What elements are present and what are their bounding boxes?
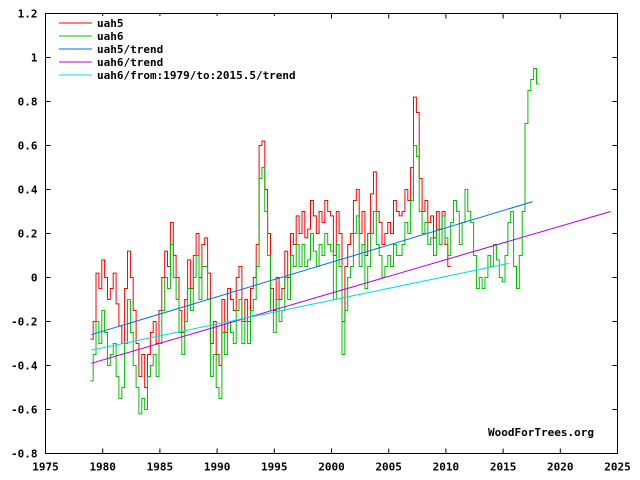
y-tick-label: 0.2 bbox=[18, 228, 38, 241]
legend-label: uah5 bbox=[97, 17, 124, 30]
x-tick-label: 2005 bbox=[375, 461, 402, 474]
series-uah6-from-1979-to-2015-5-trend-line bbox=[91, 262, 509, 351]
x-tick-label: 1985 bbox=[147, 461, 174, 474]
y-tick-label: -0.6 bbox=[11, 404, 38, 417]
y-tick-label: 0 bbox=[31, 272, 38, 285]
y-tick-label: -0.4 bbox=[11, 360, 38, 373]
series-uah6-line bbox=[90, 68, 540, 415]
x-tick-label: 1990 bbox=[204, 461, 231, 474]
legend: uah5uah6uah5/trenduah6/trenduah6/from:19… bbox=[55, 16, 315, 86]
watermark: WoodForTrees.org bbox=[488, 426, 594, 439]
x-tick-label: 1980 bbox=[89, 461, 116, 474]
x-tick-label: 1995 bbox=[261, 461, 288, 474]
legend-label: uah6/from:1979/to:2015.5/trend bbox=[97, 69, 296, 82]
x-tick-label: 2020 bbox=[547, 461, 574, 474]
series-uah6-trend-line bbox=[91, 211, 611, 364]
x-tick-label: 2025 bbox=[604, 461, 631, 474]
y-tick-label: 0.8 bbox=[18, 96, 38, 109]
x-tick-label: 2000 bbox=[318, 461, 345, 474]
series-uah5-trend-line bbox=[91, 201, 533, 336]
y-tick-label: 0.4 bbox=[18, 184, 38, 197]
y-tick-label: -0.2 bbox=[11, 316, 38, 329]
x-tick-label: 1975 bbox=[32, 461, 59, 474]
x-tick-label: 2010 bbox=[433, 461, 460, 474]
y-tick-label: -0.8 bbox=[11, 448, 38, 461]
legend-label: uah6 bbox=[97, 30, 124, 43]
legend-label: uah5/trend bbox=[97, 43, 163, 56]
legend-label: uah6/trend bbox=[97, 56, 163, 69]
axes-layer: 1975 1980 1985 1990 1995 2000 2005 2010 2015 2020… bbox=[11, 8, 631, 474]
y-tick-label: 1 bbox=[31, 52, 38, 65]
series-layer bbox=[90, 68, 611, 415]
legend-background bbox=[55, 16, 315, 86]
x-tick-label: 2015 bbox=[490, 461, 517, 474]
y-tick-label: 0.6 bbox=[18, 140, 38, 153]
y-tick-label: 1.2 bbox=[18, 8, 38, 21]
